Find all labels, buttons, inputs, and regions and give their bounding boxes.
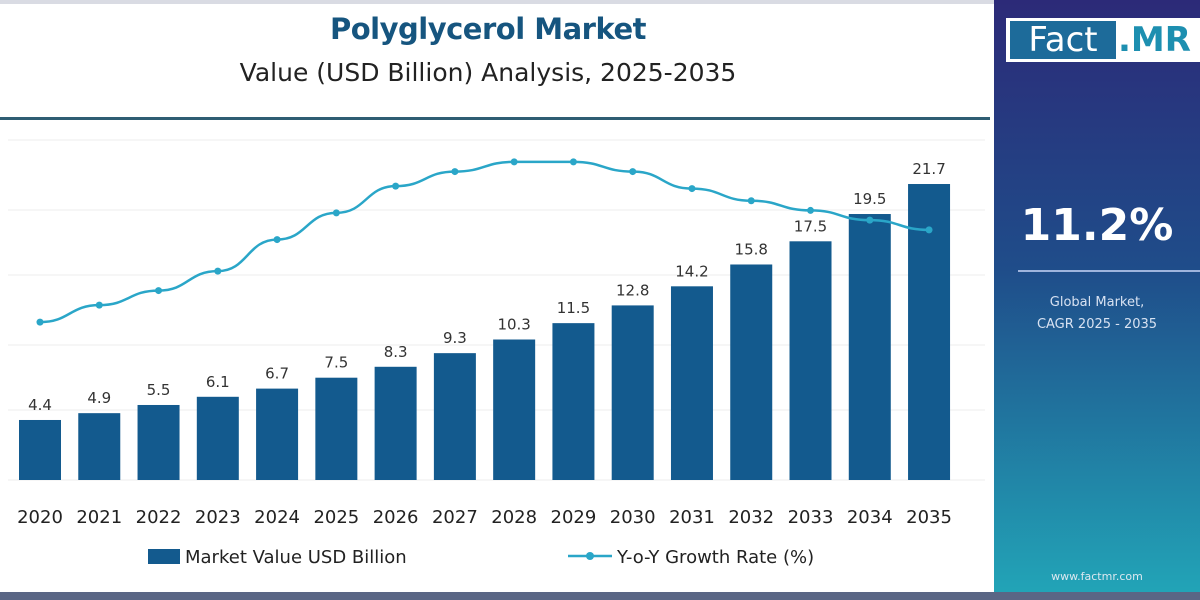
logo-mr: .MR <box>1118 20 1191 60</box>
bar-label-2022: 5.5 <box>147 381 171 399</box>
legend-line-label: Y-o-Y Growth Rate (%) <box>616 547 814 568</box>
x-tick-2026: 2026 <box>373 507 419 528</box>
bar-2027 <box>433 353 476 480</box>
x-tick-2028: 2028 <box>491 507 537 528</box>
x-tick-2020: 2020 <box>17 507 63 528</box>
growth-point-2027 <box>451 168 459 176</box>
bar-label-2029: 11.5 <box>557 299 590 317</box>
growth-point-2028 <box>510 158 518 166</box>
growth-point-2031 <box>688 185 696 193</box>
bar-2026 <box>374 366 417 480</box>
x-tick-2031: 2031 <box>669 507 715 528</box>
cagr-label-line2: CAGR 2025 - 2035 <box>1036 317 1158 332</box>
bar-label-2026: 8.3 <box>384 343 408 361</box>
growth-point-2033 <box>807 206 815 214</box>
logo-fact: Fact <box>1010 21 1116 59</box>
growth-point-2020 <box>36 318 44 326</box>
growth-point-2034 <box>866 216 874 224</box>
bar-2029 <box>552 323 595 480</box>
growth-point-2030 <box>629 168 637 176</box>
header-divider <box>0 117 990 120</box>
bar-2028 <box>493 339 536 480</box>
bar-label-2031: 14.2 <box>675 262 708 280</box>
bar-2023 <box>196 396 239 480</box>
x-tick-2032: 2032 <box>728 507 774 528</box>
x-tick-2024: 2024 <box>254 507 300 528</box>
bar-label-2021: 4.9 <box>87 389 111 407</box>
growth-point-2026 <box>392 182 400 190</box>
bar-label-2033: 17.5 <box>794 217 827 235</box>
x-tick-2029: 2029 <box>551 507 597 528</box>
growth-point-2021 <box>95 301 103 309</box>
growth-point-2025 <box>332 209 340 217</box>
bar-2034 <box>848 214 891 480</box>
bar-label-2027: 9.3 <box>443 329 467 347</box>
bar-2020 <box>19 419 61 480</box>
side-panel: Fact .MR 11.2% Global Market, CAGR 2025 … <box>994 0 1200 600</box>
cagr-label: Global Market, CAGR 2025 - 2035 <box>994 292 1200 336</box>
chart-area: 4.4 2020 4.9 2021 5.5 2022 6.1 2023 6.7 2024 7.5 20… <box>8 139 985 568</box>
chart-title: Polyglycerol Market <box>329 12 647 46</box>
bar-label-2035: 21.7 <box>912 160 945 178</box>
bar-2033 <box>789 241 832 480</box>
x-tick-2022: 2022 <box>136 507 182 528</box>
growth-point-2022 <box>155 287 163 295</box>
bar-label-2030: 12.8 <box>616 281 649 299</box>
bottom-strip <box>0 592 1200 600</box>
bar-label-2032: 15.8 <box>735 240 768 258</box>
x-tick-2030: 2030 <box>610 507 656 528</box>
x-tick-2021: 2021 <box>76 507 122 528</box>
factmr-logo: Fact .MR <box>1006 18 1200 62</box>
legend-bar-label: Market Value USD Billion <box>185 547 407 568</box>
bar-2021 <box>78 413 121 480</box>
bar-2032 <box>730 264 773 480</box>
bar-2025 <box>315 377 358 480</box>
top-strip <box>0 0 1200 4</box>
x-tick-2035: 2035 <box>906 507 952 528</box>
website-link[interactable]: www.factmr.com <box>1051 570 1143 583</box>
growth-point-2023 <box>214 267 222 275</box>
growth-point-2024 <box>273 236 281 244</box>
growth-line <box>39 160 930 324</box>
legend-line-marker <box>586 552 594 560</box>
bar-label-2025: 7.5 <box>324 354 348 372</box>
x-tick-2033: 2033 <box>788 507 834 528</box>
growth-point-2035 <box>925 226 933 234</box>
growth-point-2029 <box>569 158 577 166</box>
bar-label-2034: 19.5 <box>853 190 886 208</box>
bar-2024 <box>256 388 299 480</box>
cagr-divider <box>1018 270 1200 272</box>
x-tick-2034: 2034 <box>847 507 893 528</box>
bar-2031 <box>670 286 713 480</box>
bar-label-2023: 6.1 <box>206 373 230 391</box>
bar-2022 <box>137 404 180 480</box>
cagr-label-line1: Global Market, <box>1049 295 1145 310</box>
bar-label-2024: 6.7 <box>265 365 289 383</box>
x-tick-2025: 2025 <box>313 507 359 528</box>
cagr-value: 11.2% <box>1020 200 1174 251</box>
x-tick-2023: 2023 <box>195 507 241 528</box>
x-tick-2027: 2027 <box>432 507 478 528</box>
bar-label-2028: 10.3 <box>497 316 530 334</box>
bar-label-2020: 4.4 <box>28 396 52 414</box>
growth-point-2032 <box>747 197 755 205</box>
chart-subtitle: Value (USD Billion) Analysis, 2025-2035 <box>239 58 737 87</box>
legend-bar-swatch <box>148 549 180 564</box>
bar-2030 <box>611 305 654 480</box>
